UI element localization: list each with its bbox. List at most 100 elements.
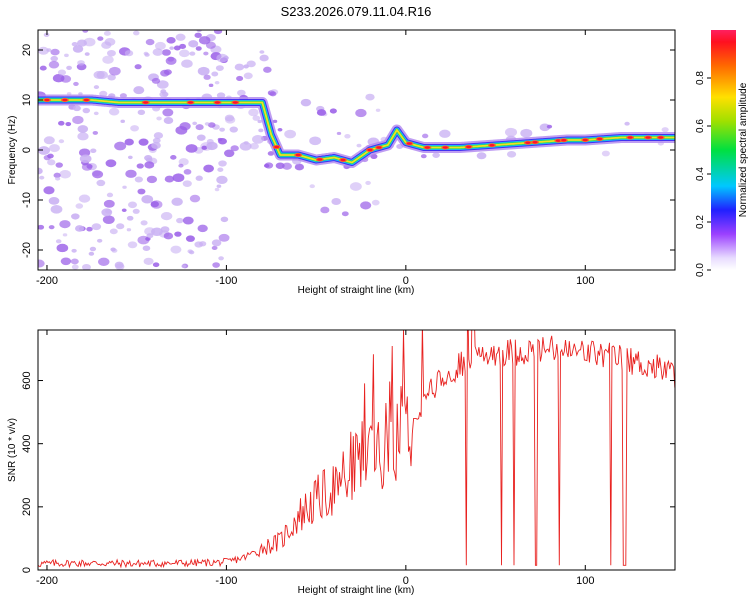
spectrogram-cell: [181, 59, 193, 68]
spectrogram-peak-core: [406, 142, 412, 145]
spectrogram-cell: [82, 263, 91, 270]
spectrogram-cell: [150, 200, 163, 209]
spectrogram-cell: [103, 30, 111, 36]
spectrogram-cell: [214, 80, 220, 85]
spectrogram-peak-core: [274, 145, 280, 149]
spectrogram-cell: [249, 142, 259, 150]
spectrogram-cell: [163, 117, 174, 124]
spectrogram-cell: [48, 196, 60, 205]
spectrogram-peak-core: [214, 101, 220, 104]
spectrogram-cell: [75, 203, 84, 209]
spectrogram-cell: [211, 71, 219, 77]
spectrogram-cell: [156, 80, 169, 89]
colorbar: 0.0 0.2 0.4 0.6 0.8 Normalized spectral ampl…: [695, 30, 749, 277]
spectrogram-marks: [38, 30, 675, 270]
spectrogram-cell: [432, 152, 440, 158]
spectrogram-cell: [216, 92, 226, 99]
colorbar-gradient: [711, 30, 736, 270]
spectrogram-cell: [140, 220, 148, 226]
spectrogram-cell: [110, 247, 116, 252]
spectrogram-cell: [50, 55, 59, 62]
spectrogram-cell: [78, 194, 91, 203]
spectrogram-cell: [219, 127, 225, 132]
snr-axes: -200 -100 0 100 0 200 400 600: [21, 330, 675, 587]
spectrogram-cell: [143, 257, 154, 265]
spectrogram-cell: [349, 182, 362, 191]
spectrogram-cell: [73, 105, 81, 112]
spectrogram-cell: [624, 121, 630, 126]
snr-ytick-label: 200: [21, 498, 33, 516]
spectrogram-cell: [59, 170, 71, 179]
spectrogram-peak-core: [658, 136, 664, 139]
spectrogram-peak-core: [532, 141, 538, 144]
spectrogram-cell: [173, 45, 181, 51]
spectrogram-cell: [98, 257, 110, 266]
spectrogram-peak-core: [525, 141, 531, 144]
spectrogram-cell: [66, 65, 72, 70]
spectrogram-cell: [252, 135, 265, 144]
spectrogram-cell: [218, 233, 230, 242]
spectrogram-cell: [172, 173, 185, 183]
spectrogram-cell: [439, 129, 451, 138]
spectrogram-cell: [151, 142, 161, 150]
spectrogram-cell: [239, 141, 252, 151]
spectrogram-cell: [105, 159, 117, 168]
spectrogram-cell: [365, 180, 371, 185]
spectrogram-cell: [77, 60, 85, 66]
colorbar-ticks: 0.0 0.2 0.4 0.6 0.8: [695, 71, 711, 277]
spectrogram-cell: [263, 66, 272, 73]
spectrogram-cell: [137, 235, 150, 245]
spectrogram-cell: [188, 250, 195, 255]
spectrogram-cell: [79, 154, 92, 164]
snr-frame: [37, 329, 676, 571]
spectrogram-cell: [38, 167, 43, 175]
spectrogram-cell: [252, 115, 261, 121]
spectrogram-cell: [163, 232, 174, 240]
spectrogram-cell: [43, 136, 55, 145]
spectrogram-peak-core: [376, 146, 382, 149]
spectrogram-cell: [194, 32, 202, 38]
spectrogram-cell: [46, 48, 52, 52]
spectrogram-cell: [196, 134, 206, 141]
spectrogram-peak-core: [627, 136, 633, 139]
spectrogram-cell: [97, 238, 103, 243]
spectrogram-ytick-label: 10: [21, 94, 33, 106]
spectrogram-cell: [78, 148, 91, 157]
spectrogram-cell: [178, 163, 184, 168]
spectrogram-cell: [204, 122, 210, 126]
spectrogram-cell: [83, 37, 96, 47]
spectrogram-cell: [269, 91, 277, 97]
spectrogram-cell: [145, 38, 155, 46]
spectrogram-cell: [217, 167, 224, 172]
spectrogram-cell: [47, 153, 54, 159]
spectrogram-cell: [130, 125, 139, 132]
spectrogram-cell: [64, 53, 69, 58]
spectrogram-cell: [169, 46, 175, 50]
snr-xtick-label: -100: [215, 575, 237, 587]
spectrogram-peak-core: [645, 136, 651, 139]
spectrogram-cell: [263, 163, 270, 168]
spectrogram-cell: [189, 51, 196, 56]
spectrogram-cell: [234, 63, 245, 71]
spectrogram-cell: [93, 70, 105, 79]
spectrogram-cell: [93, 111, 99, 116]
spectrogram-cell: [217, 137, 223, 142]
spectrogram-cell: [53, 172, 61, 178]
spectrogram-cell: [316, 109, 327, 116]
spectrogram-cell: [215, 65, 224, 71]
spectrogram-peak-core: [232, 101, 238, 104]
spectrogram-cell: [170, 155, 177, 160]
spectrogram-cell: [162, 108, 174, 117]
spectrogram-cell: [160, 211, 173, 221]
spectrogram-peak-core: [188, 101, 194, 104]
spectrogram-cell: [344, 133, 351, 139]
spectrogram-cell: [183, 169, 192, 175]
spectrogram-cell: [546, 124, 553, 129]
spectrogram-cell: [127, 155, 133, 160]
spectrogram-cell: [341, 211, 349, 217]
spectrogram-cell: [174, 231, 182, 237]
spectrogram-cell: [203, 74, 211, 80]
spectrogram-cell: [192, 121, 198, 126]
spectrogram-cell: [520, 128, 533, 138]
spectrogram-peak-core: [442, 146, 448, 149]
